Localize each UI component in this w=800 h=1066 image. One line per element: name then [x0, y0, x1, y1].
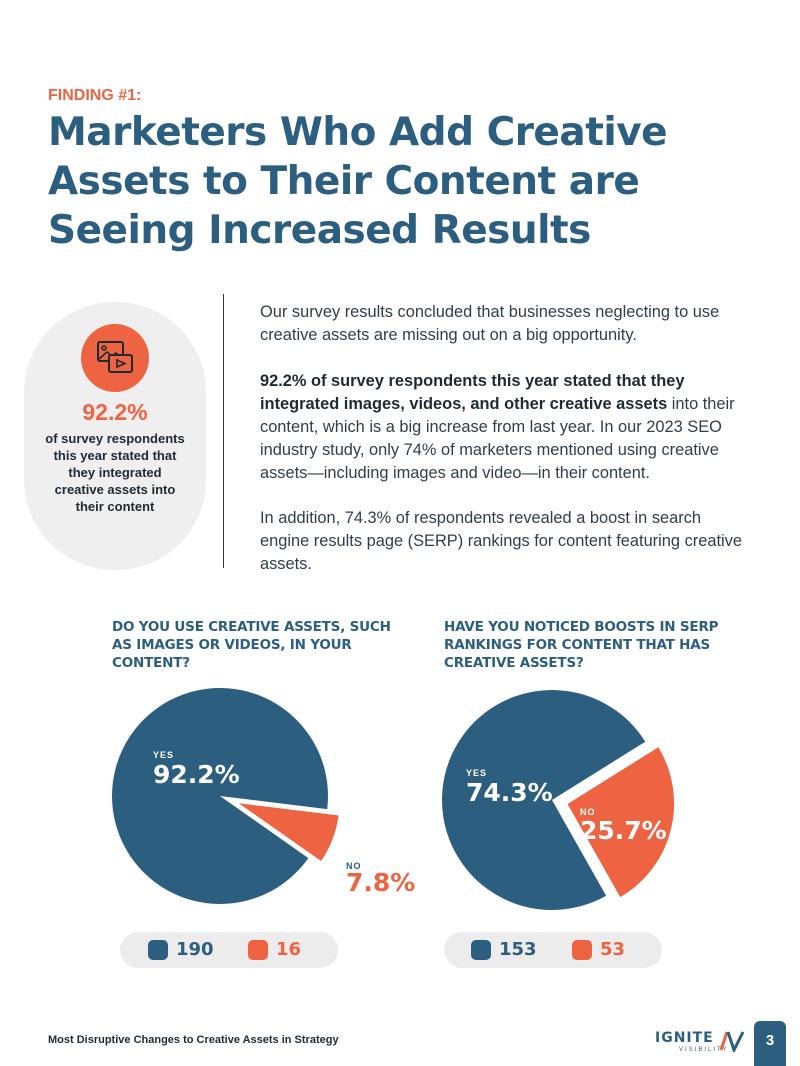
- legend-item-no: 53: [572, 940, 625, 960]
- stat-value: 92.2%: [82, 399, 148, 425]
- legend-count-no: 53: [600, 939, 626, 960]
- pie-slice-yes: [442, 690, 646, 910]
- paragraph-serp: In addition, 74.3% of respondents reveal…: [260, 509, 742, 573]
- paragraph-findings-rest: into their content, which is a big incre…: [260, 395, 735, 482]
- legend-item-yes: 153: [471, 940, 537, 960]
- pie-label-yes: YES: [466, 768, 487, 778]
- stat-card: 92.2% of survey respondents this year st…: [24, 302, 206, 570]
- logo-wordmark: IGNITE: [655, 1030, 714, 1046]
- pie-slice-yes: [112, 688, 328, 904]
- paragraph-findings: 92.2% of survey respondents this year st…: [260, 370, 750, 485]
- pie-label-yes: YES: [153, 750, 174, 760]
- divider: [223, 294, 224, 568]
- logo-subtext: VISIBILITY: [679, 1047, 729, 1053]
- ignite-visibility-logo: IGNITE VISIBILITY: [655, 1030, 747, 1056]
- pie-value-no: 7.8%: [346, 868, 415, 897]
- footer-text: Most Disruptive Changes to Creative Asse…: [48, 1034, 339, 1046]
- legend-count-no: 16: [276, 939, 302, 960]
- finding-label: FINDING #1:: [48, 87, 142, 104]
- legend-item-yes: 190: [148, 940, 214, 960]
- chart-1-title: DO YOU USE CREATIVE ASSETS, SUCH AS IMAG…: [112, 619, 391, 671]
- pie-value-yes: 74.3%: [466, 778, 553, 807]
- pie-slice-no: [564, 743, 678, 901]
- legend-swatch-no: [248, 940, 268, 960]
- legend-swatch-no: [572, 940, 592, 960]
- pie-label-no: NO: [346, 861, 362, 871]
- legend-swatch-yes: [471, 940, 491, 960]
- legend-item-no: 16: [248, 940, 301, 960]
- chart-2-legend: 153 53: [444, 932, 662, 968]
- legend-count-yes: 190: [176, 939, 214, 960]
- paragraph-findings-bold: 92.2% of survey respondents this year st…: [260, 372, 685, 413]
- legend-count-yes: 153: [499, 939, 537, 960]
- paragraph-intro: Our survey results concluded that busine…: [260, 303, 720, 344]
- pie-slice-no: [231, 799, 342, 865]
- chart-2-title: HAVE YOU NOTICED BOOSTS IN SERP RANKINGS…: [444, 619, 719, 671]
- pie-label-no: NO: [580, 807, 596, 817]
- pie-value-yes: 92.2%: [153, 760, 240, 789]
- chart-1-legend: 190 16: [120, 932, 338, 968]
- page-number: 3: [754, 1021, 786, 1066]
- stat-description: of survey respondents this year stated t…: [45, 431, 185, 514]
- legend-swatch-yes: [148, 940, 168, 960]
- images-video-icon: [81, 324, 149, 392]
- logo-mark-icon: [719, 1031, 745, 1052]
- pie-value-no: 25.7%: [580, 816, 667, 845]
- page-title: Marketers Who Add Creative Assets to The…: [48, 110, 668, 253]
